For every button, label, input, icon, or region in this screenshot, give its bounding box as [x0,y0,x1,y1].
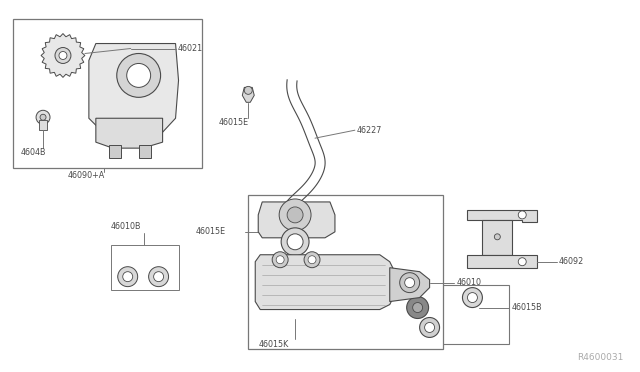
Text: 46090+A: 46090+A [68,170,105,180]
Circle shape [272,252,288,268]
Circle shape [40,114,46,120]
Text: 46015K: 46015K [258,340,289,349]
Circle shape [420,318,440,337]
Circle shape [518,211,526,219]
Polygon shape [139,145,150,158]
Polygon shape [258,202,335,238]
Text: 4604B: 4604B [21,148,47,157]
Polygon shape [109,145,121,158]
Circle shape [404,278,415,288]
Circle shape [424,323,435,333]
Circle shape [400,273,420,293]
Polygon shape [467,210,537,222]
Polygon shape [270,220,286,237]
Bar [13,19,202,168]
Circle shape [304,252,320,268]
Polygon shape [41,33,85,77]
Circle shape [127,64,150,87]
Circle shape [287,207,303,223]
Polygon shape [483,220,512,255]
Text: 46010: 46010 [456,278,481,287]
Circle shape [494,234,500,240]
Circle shape [118,267,138,286]
Circle shape [154,272,164,282]
Text: 46010B: 46010B [111,222,141,231]
Circle shape [518,258,526,266]
Circle shape [413,302,422,312]
Circle shape [406,296,429,318]
Polygon shape [89,44,179,132]
Circle shape [467,293,477,302]
Polygon shape [390,268,429,302]
Circle shape [59,51,67,60]
Text: 46015E: 46015E [218,118,248,127]
Polygon shape [243,87,254,102]
Text: 46227: 46227 [357,126,382,135]
Circle shape [36,110,50,124]
Polygon shape [255,255,395,310]
Polygon shape [96,118,163,148]
Circle shape [276,256,284,264]
Text: 46092: 46092 [559,257,584,266]
Bar [248,195,442,349]
Circle shape [308,256,316,264]
Circle shape [148,267,168,286]
Polygon shape [39,120,47,130]
Text: 46015B: 46015B [511,303,542,312]
Circle shape [244,86,252,94]
Circle shape [279,199,311,231]
Circle shape [116,54,161,97]
Text: 46021: 46021 [177,44,203,53]
Circle shape [281,228,309,256]
Circle shape [123,272,132,282]
Circle shape [287,234,303,250]
Circle shape [55,48,71,64]
Text: 46015E: 46015E [195,227,225,236]
Bar [111,245,179,290]
Circle shape [274,211,292,229]
Circle shape [463,288,483,308]
Text: R4600031: R4600031 [577,353,624,362]
Polygon shape [467,255,537,268]
Bar [395,285,509,344]
Circle shape [278,215,288,225]
